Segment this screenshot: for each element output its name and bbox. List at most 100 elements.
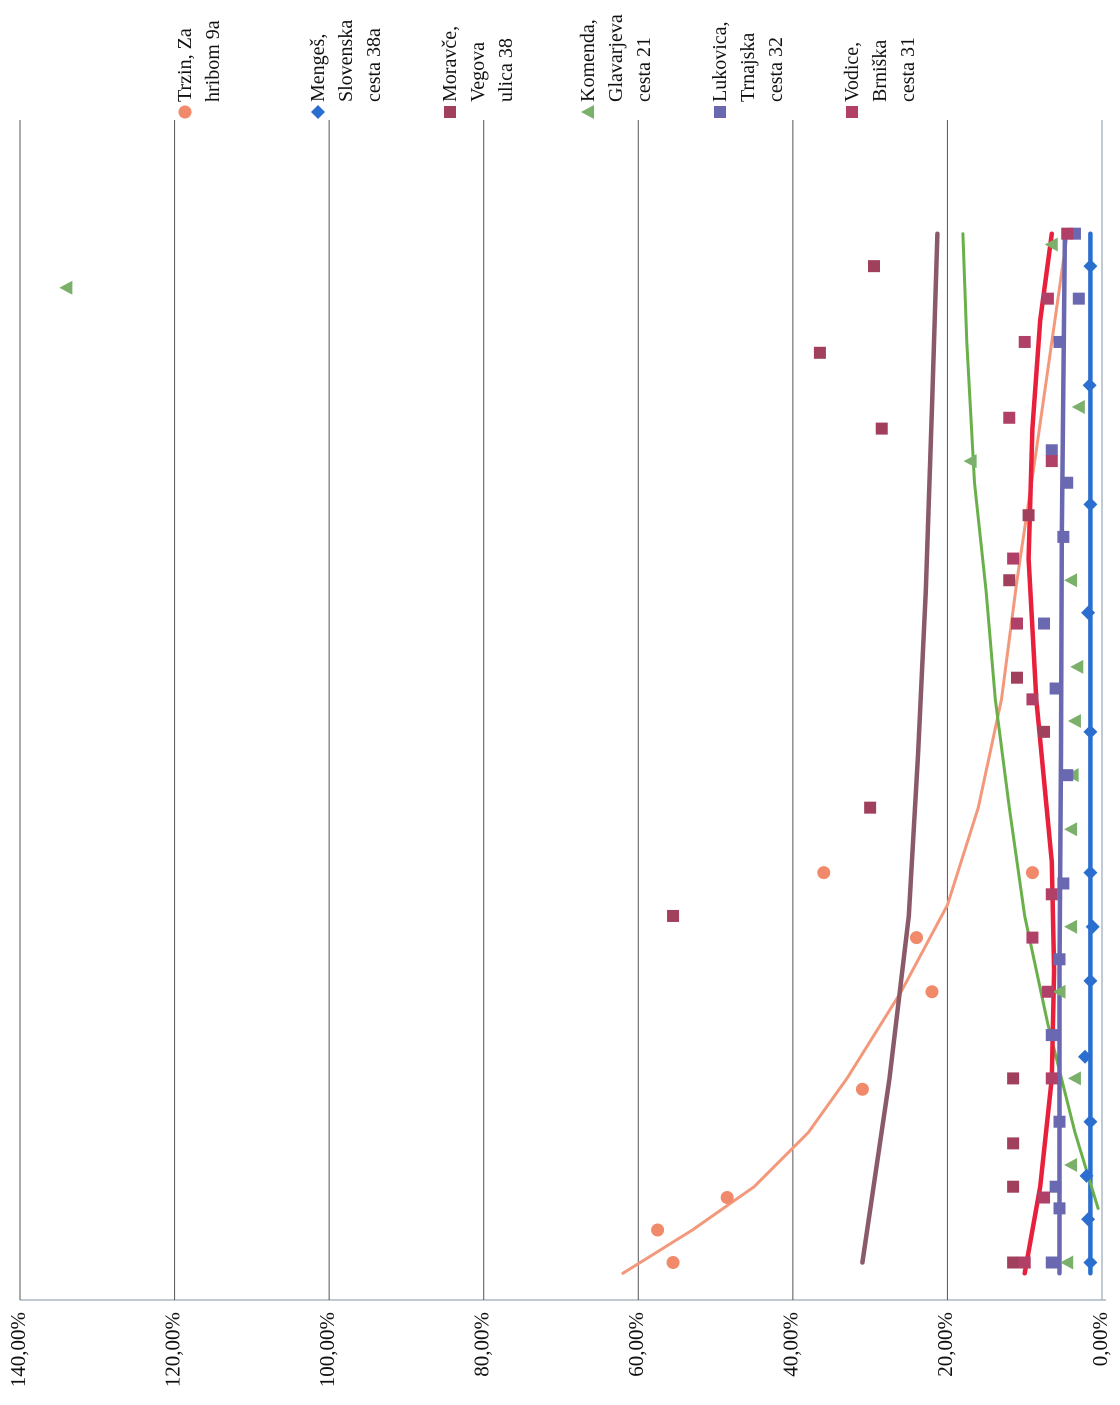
data-point-series-3 (1007, 1072, 1020, 1085)
data-point-series-1 (666, 1256, 680, 1270)
data-point-series-5 (1038, 617, 1051, 630)
data-point-series-4 (1044, 237, 1058, 252)
data-point-series-6 (1041, 985, 1054, 998)
data-point-series-1 (855, 1082, 869, 1096)
data-point-series-5 (1057, 530, 1070, 543)
data-point-series-4 (1064, 822, 1078, 837)
data-point-series-4 (1064, 919, 1078, 934)
data-point-series-5 (1072, 292, 1085, 305)
data-point-series-6 (1045, 455, 1058, 468)
data-point-series-3 (1003, 574, 1016, 587)
data-point-series-6 (1038, 1191, 1051, 1204)
y-axis-ticks: 0,00% 20,00% 40,00% 60,00% 80,00% 100,00% 120,… (6, 1312, 1112, 1387)
data-point-series-5 (1061, 769, 1074, 782)
data-point-series-1 (720, 1191, 734, 1205)
data-point-series-2 (1083, 259, 1098, 274)
data-point-series-4 (1064, 573, 1078, 588)
gridlines (19, 120, 1106, 1301)
legend: Trzin, Za hribom 9a Mengeš, Slovenska cesta … (174, 14, 919, 102)
data-point-series-2 (1081, 1212, 1096, 1227)
y-tick-label: 140,00% (6, 1312, 30, 1387)
data-point-series-6 (1026, 693, 1039, 706)
legend-marker-1 (178, 105, 192, 119)
data-point-series-4 (1067, 714, 1081, 729)
data-points (59, 105, 1100, 1270)
trendline-6 (1022, 231, 1057, 1276)
data-point-series-5 (1053, 335, 1066, 348)
data-point-series-6 (1003, 411, 1016, 424)
data-point-series-1 (817, 866, 831, 880)
trendline-1 (621, 232, 1069, 1275)
legend-marker-2 (311, 105, 325, 119)
data-point-series-6 (1018, 1256, 1031, 1269)
legend-entry-6: Vodice, Brniška cesta 31 (841, 37, 919, 102)
data-point-series-5 (1053, 1202, 1066, 1215)
trendlines (621, 231, 1100, 1276)
legend-entry-5: Lukovica, Trnajska cesta 32 (709, 21, 787, 102)
data-point-series-2 (1081, 605, 1096, 620)
data-point-series-5 (1045, 1029, 1058, 1042)
data-point-series-6 (1041, 292, 1054, 305)
legend-entry-2: Mengeš, Slovenska cesta 38a (307, 20, 385, 102)
data-point-series-2 (1083, 865, 1098, 880)
data-point-series-2 (1083, 724, 1098, 739)
data-point-series-6 (1010, 617, 1023, 630)
legend-label: Trzin, Za hribom 9a (174, 20, 224, 102)
trendline-5 (1057, 231, 1068, 1276)
data-point-series-5 (1053, 1115, 1066, 1128)
data-point-series-2 (1077, 1049, 1092, 1064)
data-point-series-3 (868, 260, 881, 273)
data-point-series-5 (1045, 1256, 1058, 1269)
y-tick-label: 60,00% (624, 1312, 648, 1377)
data-point-series-5 (1049, 1180, 1062, 1193)
data-point-series-1 (1025, 866, 1039, 880)
data-point-series-1 (910, 931, 924, 945)
data-point-series-4 (963, 454, 977, 469)
legend-marker-6 (846, 106, 858, 118)
data-point-series-3 (1038, 725, 1051, 738)
data-point-series-4 (1067, 1071, 1081, 1086)
legend-label: Mengeš, Slovenska cesta 38a (307, 20, 385, 102)
data-point-series-6 (1018, 335, 1031, 348)
data-point-series-2 (1085, 919, 1100, 934)
data-point-series-6 (1007, 552, 1020, 565)
data-point-series-6 (1061, 227, 1074, 240)
data-point-series-5 (1045, 444, 1058, 457)
data-point-series-3 (864, 801, 877, 814)
data-point-series-5 (1061, 476, 1074, 489)
data-point-series-3 (667, 909, 680, 922)
legend-entry-3: Moravče, Vegova ulica 38 (439, 26, 517, 102)
data-point-series-4 (1052, 984, 1066, 999)
data-point-series-2 (1079, 1168, 1094, 1183)
data-point-series-6 (1045, 888, 1058, 901)
data-point-series-6 (1026, 931, 1039, 944)
data-point-series-4 (1070, 659, 1084, 674)
data-point-series-3 (1010, 671, 1023, 684)
data-point-series-3 (1007, 1180, 1020, 1193)
data-point-series-2 (1083, 1114, 1098, 1129)
data-point-series-6 (1045, 1072, 1058, 1085)
y-tick-label: 100,00% (315, 1312, 339, 1387)
legend-label: Lukovica, Trnajska cesta 32 (709, 21, 787, 102)
legend-label: Vodice, Brniška cesta 31 (841, 37, 919, 102)
legend-entry-1: Trzin, Za hribom 9a (174, 20, 224, 102)
data-point-series-5 (1057, 877, 1070, 890)
trendline-3 (860, 231, 940, 1265)
legend-label: Komenda, Glavarjeva cesta 21 (577, 14, 655, 102)
data-point-series-3 (1022, 509, 1035, 522)
data-point-series-5 (1049, 682, 1062, 695)
legend-label: Moravče, Vegova ulica 38 (439, 26, 517, 102)
data-point-series-4 (1071, 399, 1085, 414)
y-tick-label: 0,00% (1088, 1312, 1112, 1366)
legend-marker-4 (581, 105, 594, 119)
y-tick-label: 120,00% (160, 1312, 184, 1387)
y-tick-label: 80,00% (470, 1312, 494, 1377)
data-point-series-2 (1083, 973, 1098, 988)
data-point-series-2 (1083, 1255, 1098, 1270)
data-point-series-1 (925, 985, 939, 999)
legend-marker-3 (444, 106, 456, 118)
legend-marker-5 (714, 106, 726, 118)
y-tick-label: 40,00% (779, 1312, 803, 1377)
data-point-series-2 (1083, 497, 1098, 512)
data-point-series-3 (813, 346, 826, 359)
